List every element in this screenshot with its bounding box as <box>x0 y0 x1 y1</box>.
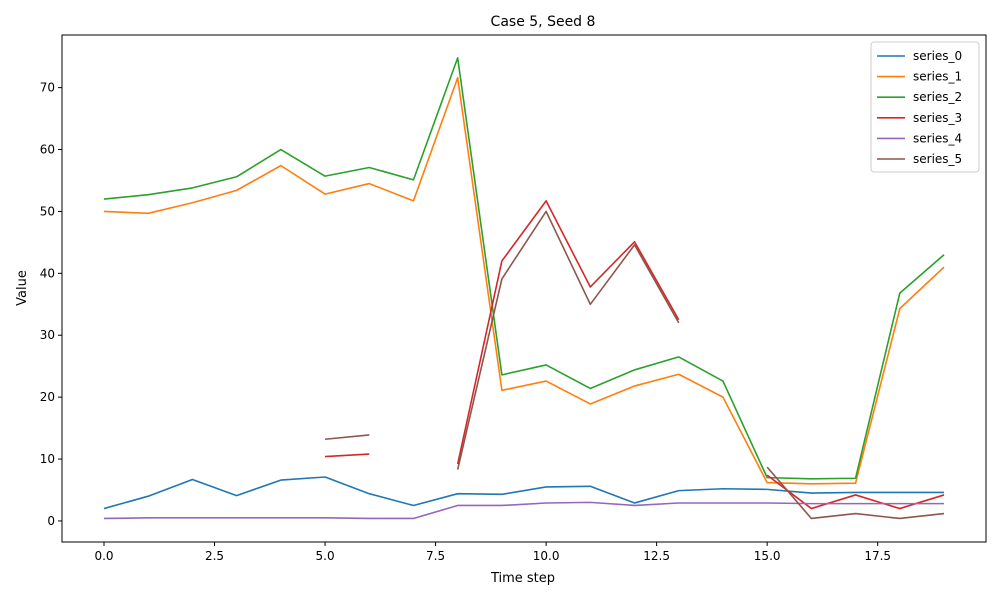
series-line-series_4 <box>103 501 944 520</box>
plot-lines <box>103 57 945 520</box>
legend-label: series_3 <box>913 111 962 125</box>
x-tick-label: 7.5 <box>426 549 445 563</box>
x-tick-label: 10.0 <box>533 549 560 563</box>
series-line-series_3 <box>456 200 680 465</box>
y-tick-label: 40 <box>40 266 55 280</box>
y-tick-label: 0 <box>47 514 55 528</box>
y-axis-label: Value <box>15 270 30 306</box>
legend-label: series_0 <box>913 49 962 63</box>
legend-box <box>870 41 980 173</box>
x-axis-label: Time step <box>490 571 555 586</box>
series-line-series_2 <box>103 57 945 480</box>
x-tick-label: 0.0 <box>94 549 113 563</box>
y-tick-label: 20 <box>40 390 55 404</box>
x-tick-label: 5.0 <box>316 549 335 563</box>
y-tick-label: 60 <box>40 143 55 157</box>
series-line-series_0 <box>103 476 944 510</box>
legend: series_0 series_1 series_2 series_3 series_4… <box>870 41 980 173</box>
legend-label: series_1 <box>913 70 962 84</box>
y-tick-label: 70 <box>40 81 55 95</box>
legend-label: series_5 <box>913 152 962 166</box>
y-tick-label: 50 <box>40 204 55 218</box>
y-tick-label: 30 <box>40 328 55 342</box>
series-line-series_1 <box>103 76 945 485</box>
series-line-series_5 <box>324 434 370 441</box>
series-line-series_5 <box>766 466 945 520</box>
series-line-series_5 <box>456 210 680 470</box>
x-tick-label: 15.0 <box>754 549 781 563</box>
y-axis-ticks: 0 10 20 30 40 50 60 70 <box>40 81 62 528</box>
x-tick-label: 12.5 <box>643 549 670 563</box>
chart-title: Case 5, Seed 8 <box>491 14 596 30</box>
y-tick-label: 10 <box>40 452 55 466</box>
series-line-series_3 <box>325 453 370 458</box>
legend-label: series_4 <box>913 131 962 145</box>
plot-frame <box>61 34 987 543</box>
x-tick-label: 17.5 <box>864 549 891 563</box>
x-tick-label: 2.5 <box>205 549 224 563</box>
x-axis-ticks: 0.0 2.5 5.0 7.5 10.0 12.5 15.0 17.5 <box>94 542 891 563</box>
legend-label: series_2 <box>913 90 962 104</box>
